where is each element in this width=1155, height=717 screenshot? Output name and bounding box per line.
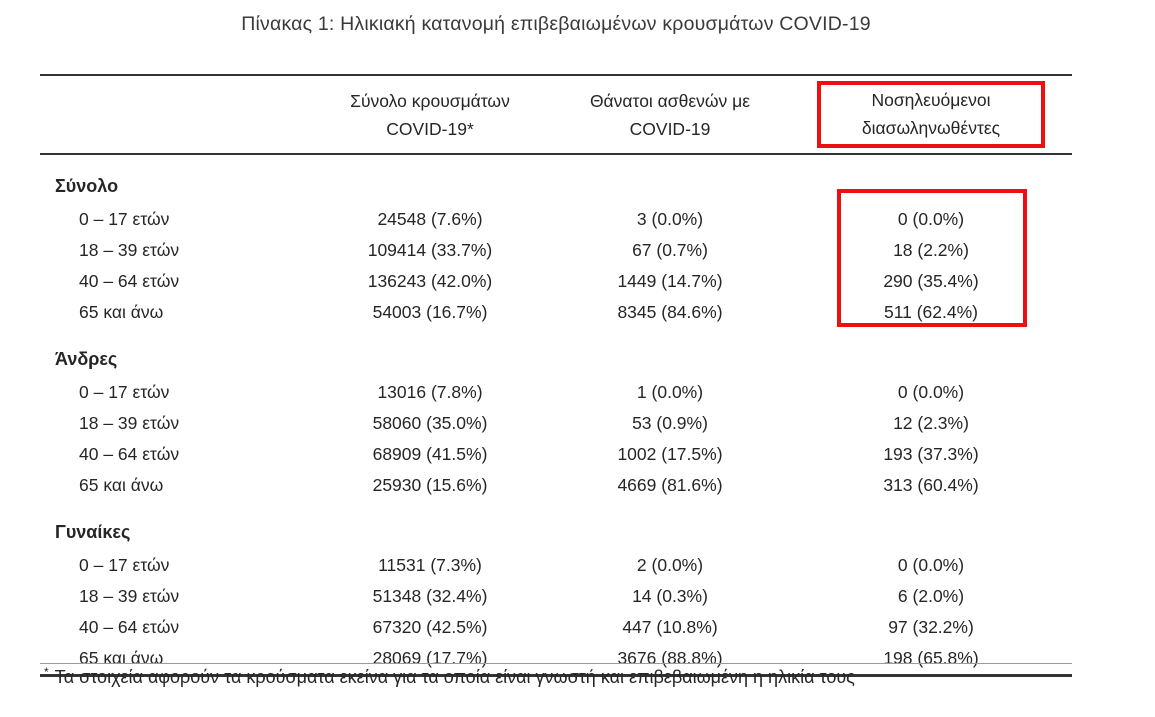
table-header-row: Σύνολο κρουσμάτων COVID-19* Θάνατοι ασθε…	[40, 75, 1072, 154]
cases-value: 24548 (7.6%)	[377, 209, 483, 229]
age-group-label: 0 – 17 ετών	[79, 382, 170, 402]
deaths-value: 14 (0.3%)	[632, 586, 708, 606]
table-row: 18 – 39 ετών 109414 (33.7%) 67 (0.7%) 18…	[40, 235, 1072, 266]
table-row: 0 – 17 ετών 11531 (7.3%) 2 (0.0%) 0 (0.0…	[40, 550, 1072, 581]
age-group-label: 0 – 17 ετών	[79, 555, 170, 575]
cases-value: 13016 (7.8%)	[377, 382, 483, 402]
footnote: * Τα στοιχεία αφορούν τα κρούσματα εκείνα…	[44, 665, 1124, 688]
cases-value: 68909 (41.5%)	[372, 444, 488, 464]
deaths-value: 1 (0.0%)	[636, 382, 704, 402]
age-group-label: 65 και άνω	[79, 302, 164, 322]
intubated-value: 18 (2.2%)	[893, 240, 969, 260]
age-group-label: 40 – 64 ετών	[79, 444, 180, 464]
cases-value: 25930 (15.6%)	[372, 475, 488, 495]
section-label: Σύνολο	[55, 176, 119, 196]
deaths-value: 2 (0.0%)	[636, 555, 704, 575]
deaths-value: 447 (10.8%)	[622, 617, 718, 637]
table-row: 18 – 39 ετών 58060 (35.0%) 53 (0.9%) 12 …	[40, 408, 1072, 439]
covid-age-table: Σύνολο κρουσμάτων COVID-19* Θάνατοι ασθε…	[40, 74, 1072, 677]
table-row: 0 – 17 ετών 13016 (7.8%) 1 (0.0%) 0 (0.0…	[40, 377, 1072, 408]
age-group-label: 18 – 39 ετών	[79, 240, 180, 260]
table-row: 18 – 39 ετών 51348 (32.4%) 14 (0.3%) 6 (…	[40, 581, 1072, 612]
cases-value: 109414 (33.7%)	[367, 240, 493, 260]
intubated-value: 0 (0.0%)	[897, 555, 965, 575]
empty-header-cell	[40, 75, 310, 154]
table-row: 0 – 17 ετών 24548 (7.6%) 3 (0.0%) 0 (0.0…	[40, 204, 1072, 235]
column-header-deaths-line2: COVID-19	[629, 118, 711, 139]
intubated-value: 511 (62.4%)	[883, 302, 979, 322]
intubated-value: 97 (32.2%)	[888, 617, 974, 637]
deaths-value: 1002 (17.5%)	[617, 444, 723, 464]
age-group-label: 0 – 17 ετών	[79, 209, 170, 229]
deaths-value: 67 (0.7%)	[632, 240, 708, 260]
deaths-value: 1449 (14.7%)	[617, 271, 723, 291]
cases-value: 67320 (42.5%)	[372, 617, 488, 637]
footnote-text: Τα στοιχεία αφορούν τα κρούσματα εκείνα …	[54, 667, 855, 687]
column-header-cases: Σύνολο κρουσμάτων COVID-19*	[310, 75, 550, 154]
section-label: Γυναίκες	[55, 522, 131, 542]
column-header-intubated-line2: διασωληνωθέντες	[861, 118, 1001, 138]
column-header-deaths: Θάνατοι ασθενών με COVID-19	[550, 75, 790, 154]
section-row-total: Σύνολο	[40, 154, 1072, 204]
deaths-value: 3 (0.0%)	[636, 209, 704, 229]
section-label: Άνδρες	[55, 349, 118, 369]
intubated-value: 0 (0.0%)	[897, 209, 965, 229]
intubated-value: 12 (2.3%)	[893, 413, 969, 433]
age-group-label: 65 και άνω	[79, 475, 164, 495]
red-highlight-box-header: Νοσηλευόμενοι διασωληνωθέντες	[817, 81, 1045, 148]
table-row: 40 – 64 ετών 68909 (41.5%) 1002 (17.5%) …	[40, 439, 1072, 470]
table-bottom-thin-rule	[40, 663, 1072, 664]
column-header-cases-line1: Σύνολο κρουσμάτων	[350, 90, 510, 111]
intubated-value: 6 (2.0%)	[897, 586, 965, 606]
section-row-women: Γυναίκες	[40, 501, 1072, 550]
age-group-label: 18 – 39 ετών	[79, 413, 180, 433]
cases-value: 136243 (42.0%)	[367, 271, 493, 291]
footnote-marker: *	[44, 665, 49, 679]
table-row: 40 – 64 ετών 136243 (42.0%) 1449 (14.7%)…	[40, 266, 1072, 297]
intubated-value: 313 (60.4%)	[883, 475, 979, 495]
section-row-men: Άνδρες	[40, 328, 1072, 377]
column-header-deaths-line1: Θάνατοι ασθενών με	[589, 90, 751, 111]
table-row: 40 – 64 ετών 67320 (42.5%) 447 (10.8%) 9…	[40, 612, 1072, 643]
cases-value: 51348 (32.4%)	[372, 586, 488, 606]
age-group-label: 18 – 39 ετών	[79, 586, 180, 606]
deaths-value: 53 (0.9%)	[632, 413, 708, 433]
page-title: Πίνακας 1: Ηλικιακή κατανομή επιβεβαιωμέ…	[241, 13, 871, 35]
column-header-intubated-line1: Νοσηλευόμενοι	[871, 90, 991, 110]
deaths-value: 8345 (84.6%)	[617, 302, 723, 322]
cases-value: 11531 (7.3%)	[378, 555, 482, 575]
column-header-intubated: Νοσηλευόμενοι διασωληνωθέντες	[790, 75, 1072, 154]
intubated-value: 290 (35.4%)	[883, 271, 979, 291]
deaths-value: 4669 (81.6%)	[617, 475, 723, 495]
table-header: Σύνολο κρουσμάτων COVID-19* Θάνατοι ασθε…	[40, 75, 1072, 154]
table-row: 65 και άνω 25930 (15.6%) 4669 (81.6%) 31…	[40, 470, 1072, 501]
table-body: Σύνολο 0 – 17 ετών 24548 (7.6%) 3 (0.0%)…	[40, 154, 1072, 676]
cases-value: 58060 (35.0%)	[372, 413, 488, 433]
intubated-value: 0 (0.0%)	[897, 382, 965, 402]
age-group-label: 40 – 64 ετών	[79, 271, 180, 291]
table-row: 65 και άνω 54003 (16.7%) 8345 (84.6%) 51…	[40, 297, 1072, 328]
age-group-label: 40 – 64 ετών	[79, 617, 180, 637]
column-header-cases-line2: COVID-19*	[386, 118, 474, 139]
intubated-value: 193 (37.3%)	[883, 444, 979, 464]
cases-value: 54003 (16.7%)	[372, 302, 488, 322]
